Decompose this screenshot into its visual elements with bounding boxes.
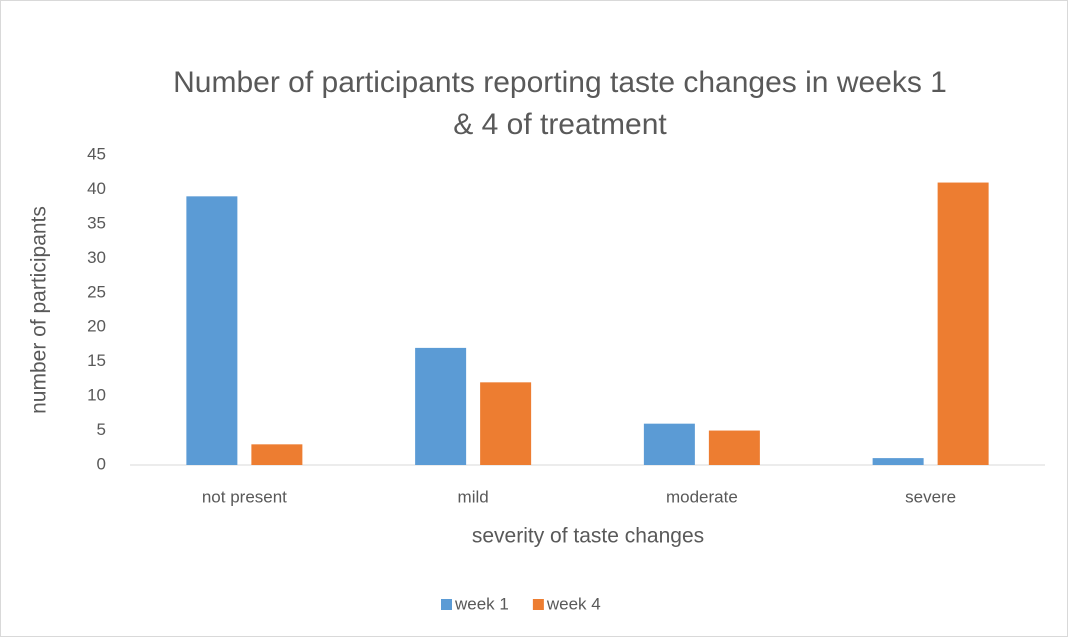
legend-swatch [532,599,544,610]
y-tick-label: 20 [87,317,106,336]
y-tick-label: 15 [87,351,106,370]
x-tick-label: mild [458,487,489,506]
bar [872,458,924,465]
bar [937,182,989,466]
legend-label: week 1 [454,594,509,613]
x-axis-label: severity of taste changes [472,525,704,548]
bar [480,382,532,465]
x-tick-label: severe [905,487,956,506]
legend-swatch [441,599,452,610]
bar [251,444,303,465]
y-tick-label: 40 [87,179,106,198]
bar [708,430,760,465]
y-tick-label: 30 [87,248,106,267]
bar [643,423,695,465]
y-tick-label: 10 [87,386,106,405]
y-tick-label: 25 [87,282,106,301]
x-tick-label: moderate [666,487,738,506]
y-tick-label: 45 [87,144,106,163]
y-tick-label: 35 [87,213,106,232]
chart-title: Number of participants reporting taste c… [173,66,947,141]
y-tick-label: 0 [97,454,106,473]
bar [415,347,467,465]
x-tick-label: not present [202,487,287,506]
y-axis-label: number of participants [28,206,51,414]
bar [186,196,238,466]
y-tick-label: 5 [97,420,106,439]
legend-label: week 4 [546,594,601,613]
